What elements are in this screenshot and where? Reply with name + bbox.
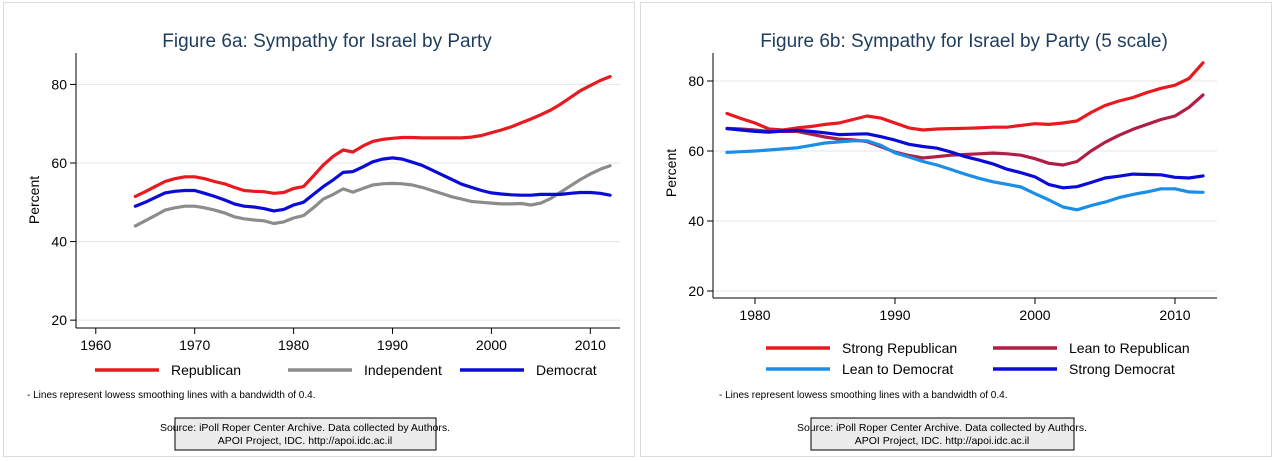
x-tick-label: 1980: [278, 337, 309, 353]
x-tick-label: 2000: [1019, 307, 1050, 323]
chart-6b: Figure 6b: Sympathy for Israel by Party …: [663, 31, 1217, 451]
y-axis-label: Percent: [26, 176, 42, 224]
y-tick-label: 20: [51, 312, 67, 328]
chart-title: Figure 6a: Sympathy for Israel by Party: [162, 31, 492, 52]
series-line-strong-republican: [725, 61, 1205, 132]
y-tick-label: 60: [688, 143, 704, 159]
x-tick-label: 1970: [179, 337, 210, 353]
series-line-lean-to-democrat: [725, 139, 1205, 212]
legend-label: Democrat: [536, 362, 597, 378]
legend-label: Lean to Republican: [1069, 340, 1190, 356]
series-line-democrat: [133, 156, 612, 213]
source-line-1: Source: iPoll Roper Center Archive. Data…: [160, 422, 450, 434]
y-axis-label: Percent: [663, 149, 679, 197]
series-line-republican: [133, 74, 612, 198]
legend-label: Strong Republican: [842, 340, 957, 356]
x-tick-label: 2010: [575, 337, 606, 353]
legend-label: Strong Democrat: [1069, 361, 1175, 377]
source-line-2: APOI Project, IDC. http://apoi.idc.ac.il: [218, 435, 393, 447]
series-line-strong-democrat: [725, 126, 1205, 190]
y-tick-label: 80: [51, 76, 67, 92]
chart-panel-6b: Figure 6b: Sympathy for Israel by Party …: [640, 2, 1272, 457]
x-tick-label: 1960: [80, 337, 111, 353]
chart-title: Figure 6b: Sympathy for Israel by Party …: [760, 31, 1168, 52]
y-tick-label: 40: [688, 213, 704, 229]
x-tick-label: 1980: [739, 307, 770, 323]
legend-label: Independent: [364, 362, 442, 378]
x-tick-label: 2010: [1159, 307, 1190, 323]
source-box: [810, 417, 1075, 451]
x-tick-label: 2000: [476, 337, 507, 353]
chart-6a: Figure 6a: Sympathy for Israel by Party …: [26, 31, 620, 451]
y-tick-label: 60: [51, 155, 67, 171]
legend-label: Lean to Democrat: [842, 361, 953, 377]
series-line-lean-to-republican: [725, 93, 1205, 167]
chart-note: - Lines represent lowess smoothing lines…: [719, 390, 1008, 401]
source-line-2: APOI Project, IDC. http://apoi.idc.ac.il: [855, 435, 1030, 447]
source-line-1: Source: iPoll Roper Center Archive. Data…: [797, 422, 1087, 434]
chart-panel-6a: Figure 6a: Sympathy for Israel by Party …: [3, 2, 635, 457]
y-tick-label: 20: [688, 283, 704, 299]
x-tick-label: 1990: [879, 307, 910, 323]
series-line-independent: [133, 164, 612, 228]
y-tick-label: 40: [51, 234, 67, 250]
y-tick-label: 80: [688, 73, 704, 89]
chart-note: - Lines represent lowess smoothing lines…: [27, 390, 316, 401]
source-box: [174, 417, 437, 451]
legend-label: Republican: [171, 362, 241, 378]
x-tick-label: 1990: [377, 337, 408, 353]
